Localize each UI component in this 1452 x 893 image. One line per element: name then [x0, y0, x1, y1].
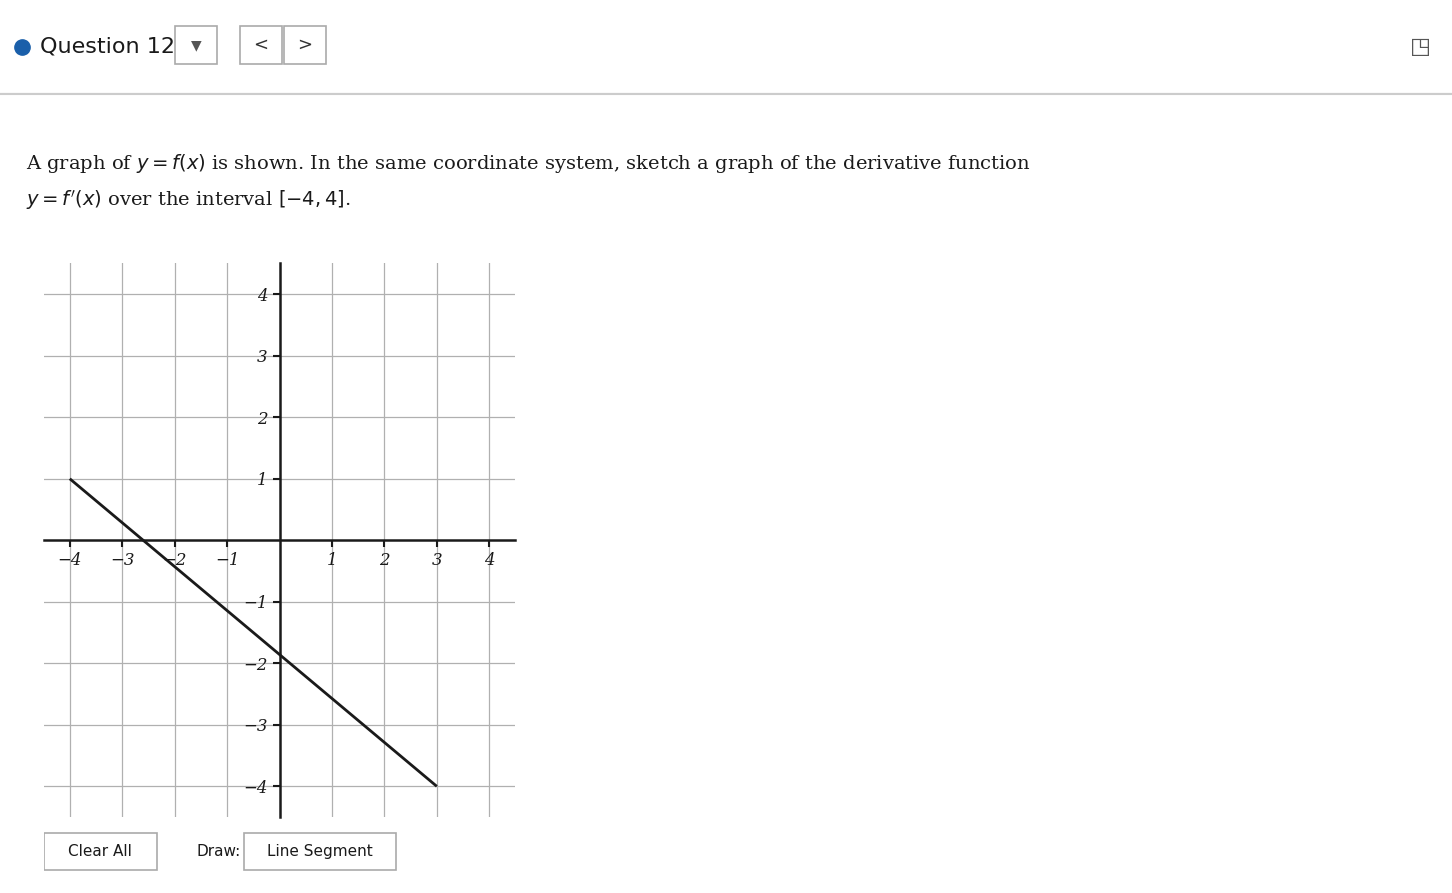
Text: $y = f'(x)$ over the interval $[ - 4, 4]$.: $y = f'(x)$ over the interval $[ - 4, 4]…	[26, 188, 351, 212]
Bar	[176, 26, 216, 63]
Text: Line Segment: Line Segment	[267, 844, 372, 859]
Text: A graph of $y = f(x)$ is shown. In the same coordinate system, sketch a graph of: A graph of $y = f(x)$ is shown. In the s…	[26, 152, 1031, 175]
Bar	[240, 26, 282, 63]
Bar	[285, 26, 327, 63]
Bar	[44, 833, 157, 870]
Text: Draw:: Draw:	[196, 844, 240, 859]
Text: Question 12: Question 12	[41, 37, 176, 57]
Text: Clear All: Clear All	[68, 844, 132, 859]
Text: ▼: ▼	[190, 38, 202, 52]
Bar	[244, 833, 396, 870]
Text: >: >	[298, 36, 312, 54]
Text: ◳: ◳	[1410, 37, 1430, 57]
Text: <: <	[254, 36, 269, 54]
